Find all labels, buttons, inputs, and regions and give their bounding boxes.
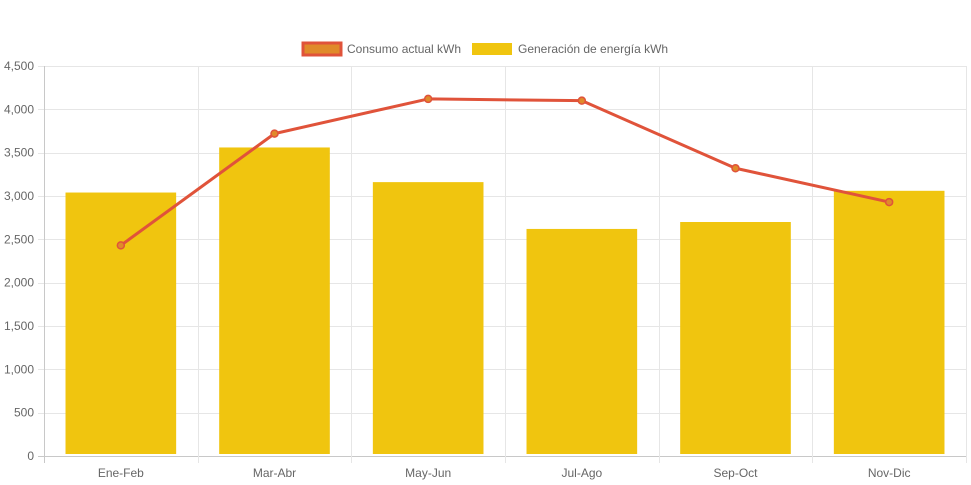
point-consumo[interactable] bbox=[116, 241, 126, 250]
legend-label-consumo[interactable]: Consumo actual kWh bbox=[347, 42, 461, 56]
legend-item-consumo[interactable]: Consumo actual kWh bbox=[301, 41, 461, 57]
bar-generacion[interactable] bbox=[372, 182, 484, 454]
bar-generacion[interactable] bbox=[833, 190, 945, 455]
y-tick-label: 2,000 bbox=[4, 276, 34, 290]
y-tick-label: 1,500 bbox=[4, 319, 34, 333]
point-consumo[interactable] bbox=[270, 129, 279, 138]
x-tick-label: Mar-Abr bbox=[253, 466, 296, 480]
x-tick-label: Ene-Feb bbox=[98, 466, 144, 480]
legend-swatch-consumo[interactable] bbox=[301, 41, 343, 57]
bar-generacion[interactable] bbox=[219, 147, 330, 454]
point-consumo[interactable] bbox=[731, 164, 740, 173]
y-tick-label: 0 bbox=[27, 449, 34, 463]
y-tick-label: 3,500 bbox=[4, 146, 34, 160]
legend-item-generacion[interactable]: Generación de energía kWh bbox=[472, 42, 668, 56]
line-consumo[interactable] bbox=[119, 97, 890, 247]
x-axis-ticks: Ene-Feb Mar-Abr May-Jun Jul-Ago Sep-Oct Nov-D… bbox=[98, 466, 911, 480]
point-consumo[interactable] bbox=[423, 94, 433, 104]
y-tick-label: 2,500 bbox=[4, 232, 34, 246]
x-tick-label: Nov-Dic bbox=[868, 466, 911, 480]
x-tick-label: Jul-Ago bbox=[561, 466, 602, 480]
point-consumo[interactable] bbox=[577, 96, 587, 105]
gridlines bbox=[38, 66, 967, 463]
bar-generacion[interactable] bbox=[65, 192, 177, 455]
bar-generacion[interactable] bbox=[526, 228, 638, 454]
x-tick-label: May-Jun bbox=[405, 466, 451, 480]
line-series bbox=[116, 94, 894, 250]
y-tick-label: 500 bbox=[14, 406, 34, 420]
legend-label-generacion[interactable]: Generación de energía kWh bbox=[518, 42, 668, 56]
legend[interactable]: Consumo actual kWh Generación de energía… bbox=[301, 41, 668, 57]
y-tick-label: 4,500 bbox=[4, 59, 34, 73]
legend-swatch-generacion[interactable] bbox=[472, 43, 512, 55]
y-tick-label: 3,000 bbox=[4, 189, 34, 203]
bar-generacion[interactable] bbox=[680, 222, 791, 454]
x-tick-label: Sep-Oct bbox=[713, 466, 758, 480]
y-tick-label: 1,000 bbox=[4, 362, 34, 376]
y-axis-ticks: 0 500 1,000 1,500 2,000 2,500 3,000 3,500 4,000 4… bbox=[4, 59, 34, 463]
y-tick-label: 4,000 bbox=[4, 102, 34, 116]
bar-series bbox=[65, 147, 945, 455]
point-consumo[interactable] bbox=[884, 197, 894, 207]
